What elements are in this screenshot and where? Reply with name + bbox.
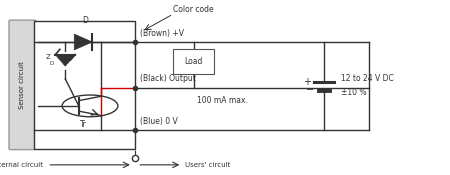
Text: (Brown) +V: (Brown) +V — [140, 29, 184, 38]
Text: +: + — [303, 77, 311, 87]
Text: 100 mA max.: 100 mA max. — [197, 96, 248, 105]
Text: (Blue) 0 V: (Blue) 0 V — [140, 117, 178, 126]
Polygon shape — [55, 55, 75, 66]
Text: −: − — [306, 85, 315, 95]
Polygon shape — [74, 34, 92, 50]
Text: D: D — [50, 61, 54, 66]
FancyBboxPatch shape — [34, 21, 135, 149]
Text: D: D — [82, 16, 89, 25]
Text: Internal circuit: Internal circuit — [0, 162, 43, 168]
Text: Color code: Color code — [173, 5, 214, 14]
Text: Tr: Tr — [80, 120, 86, 129]
Text: (Black) Output: (Black) Output — [140, 74, 196, 83]
Text: Sensor circuit: Sensor circuit — [19, 61, 26, 109]
Text: Users' circuit: Users' circuit — [185, 162, 231, 168]
FancyBboxPatch shape — [173, 49, 214, 74]
FancyBboxPatch shape — [9, 20, 36, 150]
Text: Z: Z — [46, 54, 51, 60]
Text: 12 to 24 V DC: 12 to 24 V DC — [341, 74, 393, 83]
Text: Load: Load — [184, 57, 202, 66]
Text: ±10 %: ±10 % — [341, 88, 366, 97]
